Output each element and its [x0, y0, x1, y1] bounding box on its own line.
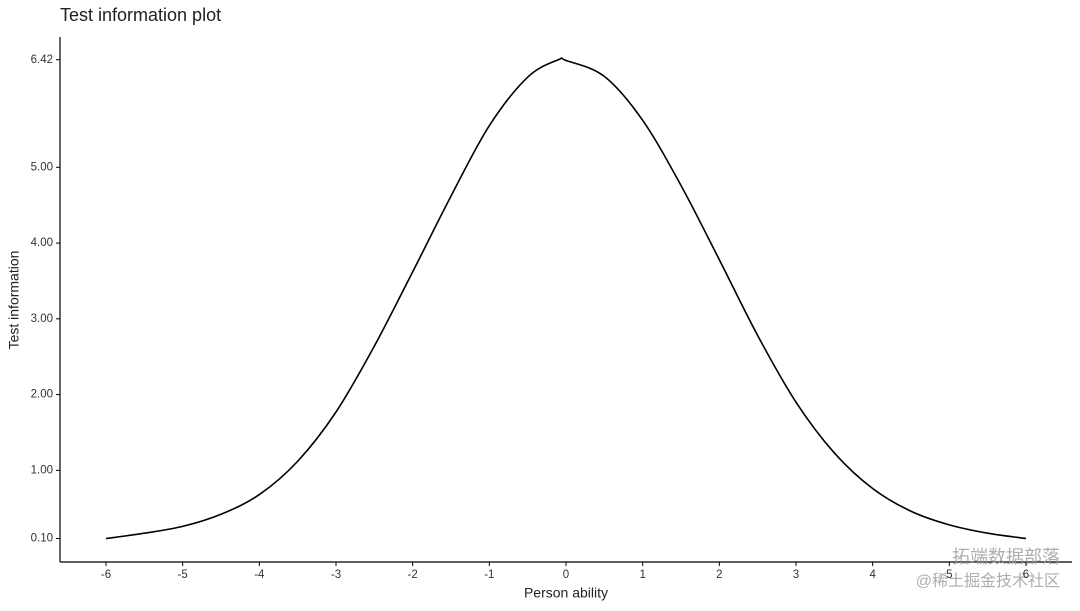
- y-tick-label: 6.42: [31, 54, 53, 66]
- x-tick-label: -4: [254, 569, 265, 581]
- x-tick-label: 2: [716, 569, 722, 581]
- y-tick-label: 4.00: [31, 237, 53, 249]
- x-tick-label: 5: [946, 569, 952, 581]
- x-tick-label: 1: [639, 569, 645, 581]
- y-tick-label: 3.00: [31, 313, 53, 325]
- x-tick-label: -2: [408, 569, 418, 581]
- x-axis-label: Person ability: [524, 585, 608, 601]
- y-tick-label: 0.10: [31, 533, 53, 545]
- chart-title: Test information plot: [60, 5, 221, 25]
- y-tick-label: 5.00: [31, 161, 53, 173]
- x-tick-label: -6: [101, 569, 111, 581]
- y-axis-label: Test information: [6, 251, 22, 350]
- watermark: @稀土掘金技术社区: [916, 572, 1060, 590]
- x-tick-label: 3: [793, 569, 799, 581]
- x-tick-label: 6: [1023, 569, 1029, 581]
- x-tick-label: -3: [331, 569, 341, 581]
- x-tick-label: 4: [869, 569, 876, 581]
- line: [105, 57, 1027, 540]
- x-tick-label: -5: [178, 569, 188, 581]
- watermark: 拓端数据部落: [952, 547, 1060, 567]
- y-tick-label: 2.00: [31, 389, 53, 401]
- x-tick-label: 0: [563, 569, 569, 581]
- x-tick-label: -1: [484, 569, 494, 581]
- y-tick-label: 1.00: [31, 464, 53, 476]
